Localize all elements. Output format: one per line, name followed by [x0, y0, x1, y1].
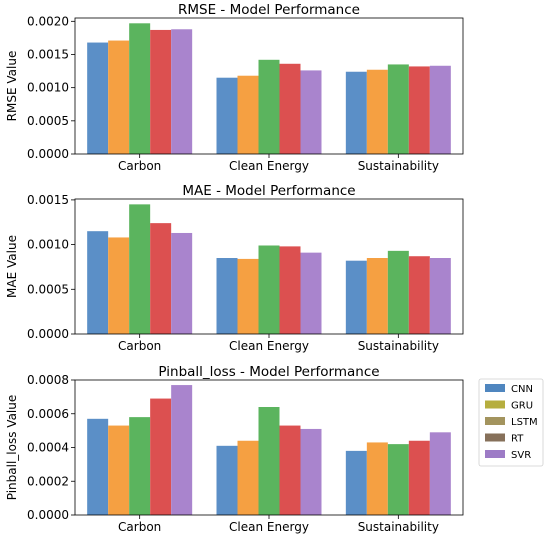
x-tick-label: Sustainability — [358, 159, 439, 173]
bar-svr-clean-energy — [300, 252, 322, 334]
bar-gru-carbon — [108, 237, 130, 334]
bar-lstm-sustainability — [387, 444, 409, 515]
bar-gru-carbon — [108, 425, 130, 515]
bar-lstm-sustainability — [387, 64, 409, 154]
x-tick-label: Sustainability — [358, 339, 439, 353]
y-tick-label: 0.0020 — [27, 14, 69, 28]
chart-title: MAE - Model Performance — [182, 183, 355, 199]
legend-label-rt: RT — [511, 434, 524, 445]
bar-rt-sustainability — [408, 440, 430, 515]
bar-gru-sustainability — [366, 258, 388, 334]
y-tick-label: 0.0008 — [27, 373, 69, 387]
bar-rt-carbon — [150, 223, 172, 334]
bar-rt-clean-energy — [279, 246, 301, 334]
bar-gru-carbon — [108, 40, 130, 154]
bar-rt-sustainability — [408, 256, 430, 334]
y-tick-label: 0.0005 — [27, 114, 69, 128]
bar-rt-sustainability — [408, 66, 430, 154]
bar-svr-clean-energy — [300, 70, 322, 154]
bar-lstm-carbon — [129, 23, 151, 155]
legend-label-lstm: LSTM — [511, 417, 538, 428]
x-tick-label: Carbon — [118, 339, 161, 353]
y-axis-label: Pinball_loss Value — [5, 395, 19, 501]
bar-rt-carbon — [150, 398, 172, 515]
bar-svr-carbon — [171, 385, 193, 515]
y-tick-label: 0.0000 — [27, 508, 69, 522]
bar-cnn-sustainability — [345, 450, 367, 515]
bar-lstm-carbon — [129, 417, 151, 515]
x-tick-label: Clean Energy — [229, 159, 309, 173]
chart-panel-1: RMSE - Model Performance RMSE Value Carbon… — [5, 2, 464, 173]
bar-cnn-sustainability — [345, 71, 367, 154]
x-tick-label: Clean Energy — [229, 339, 309, 353]
plot-frame — [74, 198, 464, 335]
legend-label-gru: GRU — [511, 401, 533, 412]
y-tick-label: 0.0004 — [27, 441, 69, 455]
y-tick-label: 0.0006 — [27, 407, 69, 421]
bar-gru-clean-energy — [237, 440, 259, 515]
legend-swatch-svr — [485, 450, 505, 458]
legend-label-svr: SVR — [511, 450, 531, 461]
bar-svr-clean-energy — [300, 428, 322, 515]
bar-svr-carbon — [171, 232, 193, 334]
bar-cnn-carbon — [87, 42, 109, 154]
chart-title: Pinball_loss - Model Performance — [158, 364, 379, 380]
y-tick-label: 0.0015 — [27, 47, 69, 61]
bar-cnn-clean-energy — [216, 258, 238, 334]
bar-lstm-carbon — [129, 204, 151, 334]
bar-lstm-clean-energy — [258, 245, 280, 334]
bar-svr-carbon — [171, 29, 193, 155]
bar-lstm-clean-energy — [258, 59, 280, 154]
legend: CNN GRU LSTM RT SVR — [478, 378, 544, 467]
x-tick-label: Clean Energy — [229, 520, 309, 534]
bar-rt-clean-energy — [279, 63, 301, 155]
bar-gru-clean-energy — [237, 258, 259, 334]
y-tick-label: 0.0000 — [27, 147, 69, 161]
legend-swatch-cnn — [485, 384, 505, 392]
bar-gru-sustainability — [366, 69, 388, 154]
bar-cnn-clean-energy — [216, 445, 238, 515]
chart-title: RMSE - Model Performance — [178, 2, 360, 18]
y-tick-label: 0.0010 — [27, 238, 69, 252]
legend-label-cnn: CNN — [511, 384, 533, 395]
chart-panel-2: MAE - Model Performance MAE Value Carbon Cl… — [5, 183, 464, 353]
y-tick-label: 0.0002 — [27, 474, 69, 488]
plot-frame — [74, 379, 464, 516]
chart-panel-3: Pinball_loss - Model Performance Pinball_… — [5, 364, 464, 534]
legend-swatch-rt — [485, 433, 505, 442]
y-tick-label: 0.0015 — [27, 193, 69, 207]
bar-gru-sustainability — [366, 442, 388, 515]
bar-svr-sustainability — [429, 258, 451, 334]
bar-cnn-carbon — [87, 418, 109, 515]
x-tick-label: Carbon — [118, 159, 161, 173]
chart-panels: RMSE - Model Performance RMSE Value Carbon… — [5, 2, 464, 534]
bar-svr-sustainability — [429, 65, 451, 154]
y-axis-label: RMSE Value — [5, 51, 19, 122]
x-tick-label: Sustainability — [358, 520, 439, 534]
bar-lstm-clean-energy — [258, 407, 280, 515]
bar-gru-clean-energy — [237, 75, 259, 154]
plot-frame — [74, 17, 464, 155]
x-tick-label: Carbon — [118, 520, 161, 534]
y-tick-label: 0.0000 — [27, 327, 69, 341]
y-tick-label: 0.0010 — [27, 81, 69, 95]
bar-cnn-sustainability — [345, 260, 367, 334]
bar-cnn-carbon — [87, 231, 109, 334]
bar-lstm-sustainability — [387, 250, 409, 334]
bar-rt-carbon — [150, 29, 172, 154]
legend-swatch-gru — [485, 400, 505, 409]
legend-swatch-lstm — [485, 417, 505, 425]
bar-cnn-clean-energy — [216, 77, 238, 154]
y-tick-label: 0.0005 — [27, 282, 69, 296]
bar-rt-clean-energy — [279, 425, 301, 515]
y-axis-label: MAE Value — [5, 235, 19, 298]
bar-svr-sustainability — [429, 432, 451, 515]
